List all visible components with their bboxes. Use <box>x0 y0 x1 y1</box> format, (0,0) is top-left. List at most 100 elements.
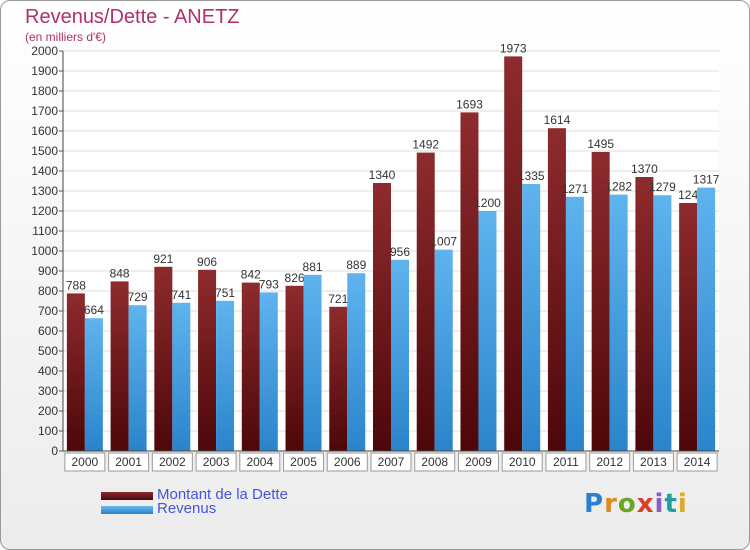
y-tick-label: 1000 <box>31 244 58 258</box>
x-tick-box <box>545 452 587 472</box>
data-label: 881 <box>303 260 323 274</box>
data-label: 1693 <box>456 97 483 111</box>
y-tick-label: 1900 <box>31 64 58 78</box>
bar-dette <box>679 203 698 451</box>
bar-dette <box>241 282 260 451</box>
x-tick-label: 2013 <box>640 455 667 469</box>
proxiti-logo: Proxiti <box>584 489 688 519</box>
legend-swatch-revenus <box>101 506 153 514</box>
x-tick-box <box>326 452 368 472</box>
data-label: 1317 <box>693 173 720 187</box>
y-tick-label: 2000 <box>31 44 58 58</box>
x-tick-label: 2014 <box>684 455 711 469</box>
data-label: 1495 <box>587 137 614 151</box>
bar-dette <box>373 183 391 451</box>
bar-revenus <box>478 211 497 451</box>
x-tick-label: 2008 <box>421 455 448 469</box>
bar-dette <box>504 56 523 452</box>
logo-letter: P <box>584 489 605 519</box>
bar-dette <box>329 306 348 451</box>
x-tick-label: 2009 <box>465 455 492 469</box>
logo-letter: i <box>654 489 665 519</box>
data-label: 1282 <box>605 180 632 194</box>
x-tick-box <box>589 452 631 472</box>
x-tick-label: 2003 <box>203 455 230 469</box>
x-tick-label: 2011 <box>553 455 579 469</box>
y-tick-label: 400 <box>38 364 58 378</box>
data-label: 1200 <box>474 196 501 210</box>
bar-dette <box>460 112 479 452</box>
y-tick-label: 1100 <box>32 224 58 238</box>
bar-revenus <box>653 195 672 451</box>
y-tick-label: 700 <box>38 304 58 318</box>
x-tick-label: 2004 <box>246 455 273 469</box>
bar-revenus <box>128 305 147 451</box>
data-label: 1271 <box>562 182 589 196</box>
x-tick-box <box>632 452 674 472</box>
bar-revenus <box>565 196 584 451</box>
data-label: 788 <box>66 278 86 292</box>
logo-letter: o <box>617 489 637 519</box>
data-label: 124 <box>678 188 698 202</box>
bar-dette <box>66 293 85 451</box>
x-tick-label: 2012 <box>596 455 623 469</box>
y-tick-label: 1500 <box>31 144 58 158</box>
logo-letter: r <box>604 489 618 519</box>
data-label: 1973 <box>500 41 527 55</box>
data-label: 1007 <box>430 235 457 249</box>
logo-letter: x <box>636 489 655 519</box>
bar-revenus <box>697 187 716 451</box>
y-tick-label: 300 <box>38 384 58 398</box>
data-label: 729 <box>128 290 148 304</box>
x-tick-box <box>414 452 456 472</box>
bar-revenus <box>259 292 278 451</box>
bar-revenus <box>609 194 628 451</box>
data-label: 1340 <box>369 168 396 182</box>
y-tick-label: 1800 <box>31 84 58 98</box>
x-tick-box <box>457 452 499 472</box>
data-label: 721 <box>328 292 348 306</box>
x-tick-box <box>195 452 237 472</box>
bar-revenus <box>216 300 235 451</box>
data-label: 1614 <box>544 113 571 127</box>
x-tick-label: 2005 <box>290 455 317 469</box>
y-tick-label: 1600 <box>31 124 58 138</box>
x-tick-box <box>239 452 281 472</box>
y-tick-label: 1300 <box>31 184 58 198</box>
legend-swatch-dette <box>101 492 153 500</box>
data-label: 1492 <box>412 138 439 152</box>
data-label: 793 <box>259 277 279 291</box>
y-tick-label: 0 <box>51 444 58 458</box>
x-tick-label: 2006 <box>334 455 361 469</box>
data-label: 842 <box>241 268 261 282</box>
y-tick-label: 800 <box>38 284 58 298</box>
bar-dette <box>285 285 304 451</box>
bar-dette <box>110 281 129 451</box>
y-tick-label: 900 <box>38 264 58 278</box>
data-label: 664 <box>84 303 104 317</box>
data-label: 956 <box>390 245 410 259</box>
bar-revenus <box>172 302 191 451</box>
legend-label-dette: Montant de la Dette <box>157 486 288 503</box>
x-tick-label: 2000 <box>72 455 99 469</box>
logo-letter: i <box>677 489 688 519</box>
bar-revenus <box>434 249 453 451</box>
y-tick-label: 200 <box>38 404 58 418</box>
y-tick-label: 1200 <box>31 204 58 218</box>
y-tick-label: 500 <box>38 344 58 358</box>
x-tick-box <box>283 452 325 472</box>
x-tick-box <box>151 452 193 472</box>
x-tick-label: 2007 <box>378 455 405 469</box>
logo-letter: t <box>664 489 678 519</box>
data-label: 826 <box>285 271 305 285</box>
bar-revenus <box>391 259 409 451</box>
bar-revenus <box>522 184 541 451</box>
bar-revenus <box>303 274 322 451</box>
y-tick-label: 100 <box>38 424 58 438</box>
legend-label-revenus: Revenus <box>157 500 217 517</box>
x-tick-box <box>64 452 106 472</box>
x-tick-label: 2001 <box>115 455 142 469</box>
data-label: 906 <box>197 255 217 269</box>
